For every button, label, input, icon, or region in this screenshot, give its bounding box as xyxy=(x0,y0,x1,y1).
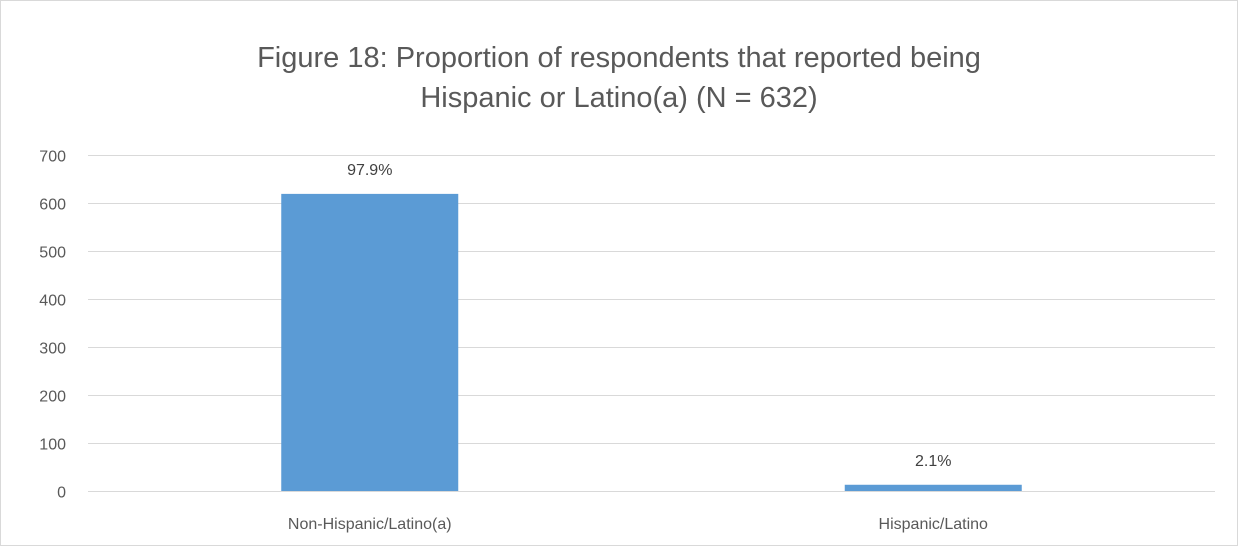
data-label: 97.9% xyxy=(347,162,392,179)
y-tick-label: 200 xyxy=(39,389,66,406)
x-tick-label: Hispanic/Latino xyxy=(879,516,989,533)
x-tick-label: Non-Hispanic/Latino(a) xyxy=(288,516,452,533)
data-labels: 97.9% 2.1% xyxy=(347,162,951,470)
chart-title-line-1: Figure 18: Proportion of respondents tha… xyxy=(257,42,981,74)
y-tick-label: 600 xyxy=(39,197,66,214)
y-tick-label: 100 xyxy=(39,437,66,454)
y-tick-label: 700 xyxy=(39,149,66,166)
y-tick-label: 500 xyxy=(39,245,66,262)
x-axis-tick-labels: Non-Hispanic/Latino(a) Hispanic/Latino xyxy=(288,516,988,533)
data-label: 2.1% xyxy=(915,453,951,470)
bars xyxy=(281,193,1022,491)
chart-title: Figure 18: Proportion of respondents tha… xyxy=(0,38,1238,118)
gridlines xyxy=(88,155,1215,492)
y-tick-label: 400 xyxy=(39,293,66,310)
y-tick-label: 0 xyxy=(57,485,66,502)
bar xyxy=(844,484,1022,491)
bar xyxy=(281,193,459,491)
y-axis-tick-labels: 0 100 200 300 400 500 600 700 xyxy=(39,149,66,502)
chart-title-line-2: Hispanic or Latino(a) (N = 632) xyxy=(420,82,818,114)
y-tick-label: 300 xyxy=(39,341,66,358)
